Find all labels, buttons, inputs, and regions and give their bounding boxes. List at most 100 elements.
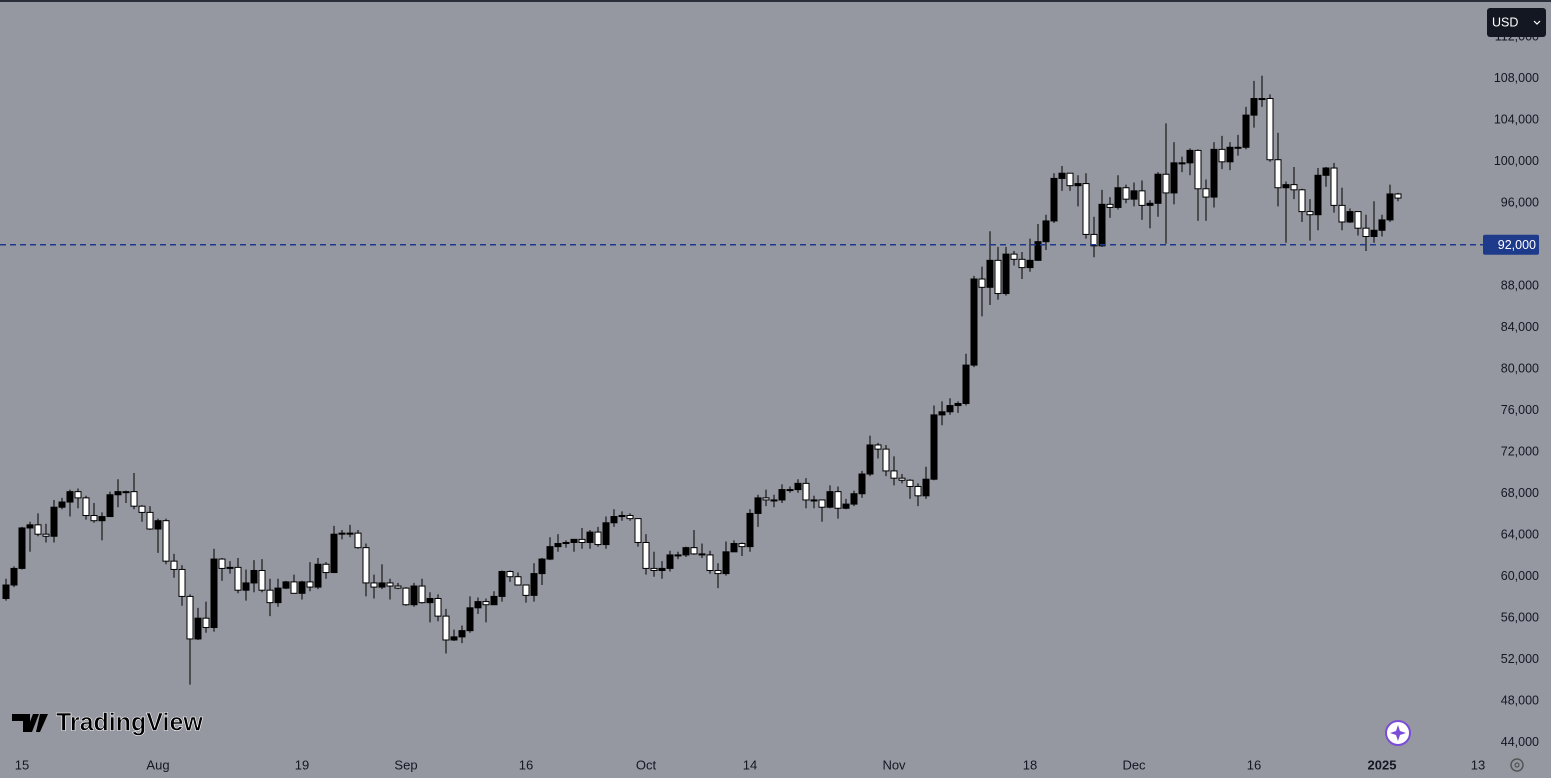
currency-bg[interactable] xyxy=(1487,8,1546,37)
candle-body xyxy=(34,524,42,535)
candle-body xyxy=(250,569,258,584)
candle-body xyxy=(546,546,554,560)
candle-body xyxy=(426,597,434,604)
candle-body xyxy=(1210,148,1218,198)
candle-body xyxy=(386,582,394,587)
candle-body xyxy=(562,541,570,545)
candle-body xyxy=(474,601,482,609)
candle-body xyxy=(26,524,34,529)
candle-body xyxy=(922,478,930,497)
candle-body xyxy=(210,558,218,629)
candle-body xyxy=(882,448,890,472)
candle-body xyxy=(618,515,626,518)
x-tick-label: 18 xyxy=(1023,757,1037,772)
x-tick-label: 15 xyxy=(15,757,29,772)
candle-body xyxy=(706,554,714,571)
y-tick-label: 44,000 xyxy=(1501,735,1539,749)
candle-body xyxy=(1314,174,1322,216)
candle-body xyxy=(370,582,378,588)
candle-body xyxy=(682,547,690,556)
candle-body xyxy=(298,581,306,594)
candle-body xyxy=(274,587,282,604)
candle-body xyxy=(650,567,658,571)
candle-body xyxy=(642,541,650,569)
candle-body xyxy=(698,553,706,556)
currency-label[interactable]: USD xyxy=(1492,15,1518,29)
x-tick-label: Sep xyxy=(394,757,417,772)
candle-body xyxy=(1218,148,1226,163)
candle-body xyxy=(1234,146,1242,149)
candle-body xyxy=(346,532,354,535)
candle-body xyxy=(186,595,194,640)
candle-body xyxy=(770,499,778,502)
candle-body xyxy=(1378,219,1386,231)
candle-body xyxy=(858,473,866,495)
y-tick-label: 96,000 xyxy=(1501,196,1539,210)
candle-body xyxy=(690,547,698,555)
candle-body xyxy=(906,479,914,487)
candle-body xyxy=(946,405,954,413)
candle-body xyxy=(162,520,170,562)
candle-body xyxy=(106,494,114,518)
candle-body xyxy=(1010,253,1018,260)
y-tick-label: 48,000 xyxy=(1501,693,1539,707)
candle-body xyxy=(1226,146,1234,163)
candle-body xyxy=(506,571,514,578)
candle-body xyxy=(970,278,978,366)
candle-body xyxy=(1354,211,1362,229)
candle-body xyxy=(634,518,642,543)
settings-button[interactable] xyxy=(1510,758,1524,772)
candle-body xyxy=(826,491,834,508)
candle-body xyxy=(1042,220,1050,243)
candle-body xyxy=(130,491,138,507)
candle-body xyxy=(818,499,826,508)
candle-body xyxy=(282,581,290,589)
candle-body xyxy=(1274,159,1282,189)
y-tick-label: 76,000 xyxy=(1501,403,1539,417)
candle-body xyxy=(1282,184,1290,189)
candle-body xyxy=(1202,188,1210,198)
candle-body xyxy=(18,527,26,569)
candle-body xyxy=(74,491,82,499)
candle-body xyxy=(50,506,58,537)
gear[interactable] xyxy=(1510,758,1524,772)
candle-body xyxy=(890,470,898,479)
candle-body xyxy=(1138,190,1146,206)
candle-body xyxy=(338,532,346,535)
candle-body xyxy=(658,567,666,571)
candle-body xyxy=(354,532,362,549)
assistant-star xyxy=(1390,725,1406,741)
candle-body xyxy=(762,497,770,501)
price-line-tag xyxy=(1483,234,1539,255)
candle-body xyxy=(1338,204,1346,223)
candle-body xyxy=(834,491,842,509)
candle-body xyxy=(1394,193,1402,199)
candle-body xyxy=(1114,187,1122,208)
assistant-button[interactable] xyxy=(1385,720,1411,746)
candle-body xyxy=(1250,98,1258,116)
candle-body xyxy=(1090,233,1098,247)
currency-button[interactable]: USD xyxy=(1487,8,1546,37)
y-tick-label: 108,000 xyxy=(1494,71,1539,85)
candle-body xyxy=(522,584,530,596)
candle-body xyxy=(10,567,18,586)
candle-body xyxy=(2,584,10,599)
candle-body xyxy=(786,489,794,492)
candle-body xyxy=(154,520,162,530)
candle-body xyxy=(90,515,98,522)
y-tick-label: 56,000 xyxy=(1501,610,1539,624)
candle-body xyxy=(570,538,578,543)
x-tick-label: 13 xyxy=(1471,757,1485,772)
candle-body xyxy=(1170,162,1178,194)
y-tick-label: 64,000 xyxy=(1501,528,1539,542)
watermark-text: TradingView xyxy=(56,709,203,737)
candle-body xyxy=(1330,167,1338,206)
x-tick-label: 2025 xyxy=(1368,757,1397,772)
x-tick-label: 16 xyxy=(519,757,533,772)
candle-body xyxy=(138,505,146,513)
candle-body xyxy=(1106,203,1114,208)
candle-body xyxy=(466,607,474,632)
candle-body xyxy=(458,630,466,638)
chevron xyxy=(1533,20,1541,25)
